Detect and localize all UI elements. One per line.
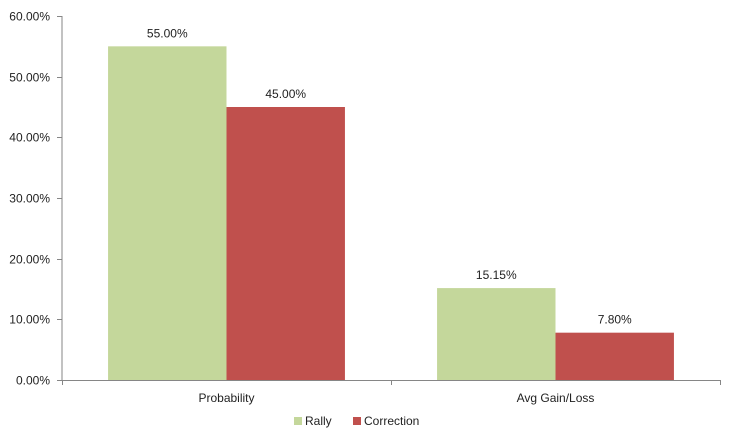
bar-correction [226,107,345,380]
legend-swatch-rally [294,417,302,425]
bar-rally [437,288,556,380]
y-axis: 0.00% 10.00% 20.00% 30.00% 40.00% 50.00% 60.00… [9,10,63,388]
legend: Rally Correction [294,414,419,428]
category-label: Probability [198,391,254,405]
legend-label: Rally [305,414,332,428]
data-label: 7.80% [598,313,632,327]
category-label: Avg Gain/Loss [517,391,595,405]
y-tick-label: 30.00% [9,192,50,206]
bars: 55.00% 45.00% 15.15% 7.80% [108,26,674,380]
legend-label: Correction [364,414,419,428]
bar-correction [555,332,674,380]
data-label: 15.15% [476,268,517,282]
y-tick-label: 20.00% [9,253,50,267]
y-tick-label: 40.00% [9,131,50,145]
legend-swatch-correction [353,417,361,425]
y-tick-label: 0.00% [16,374,50,388]
data-label: 55.00% [147,26,188,40]
x-axis: Probability Avg Gain/Loss [62,380,721,405]
data-label: 45.00% [265,87,306,101]
y-tick-label: 50.00% [9,71,50,85]
bar-rally [108,46,227,380]
y-tick-label: 10.00% [9,313,50,327]
y-tick-label: 60.00% [9,10,50,24]
